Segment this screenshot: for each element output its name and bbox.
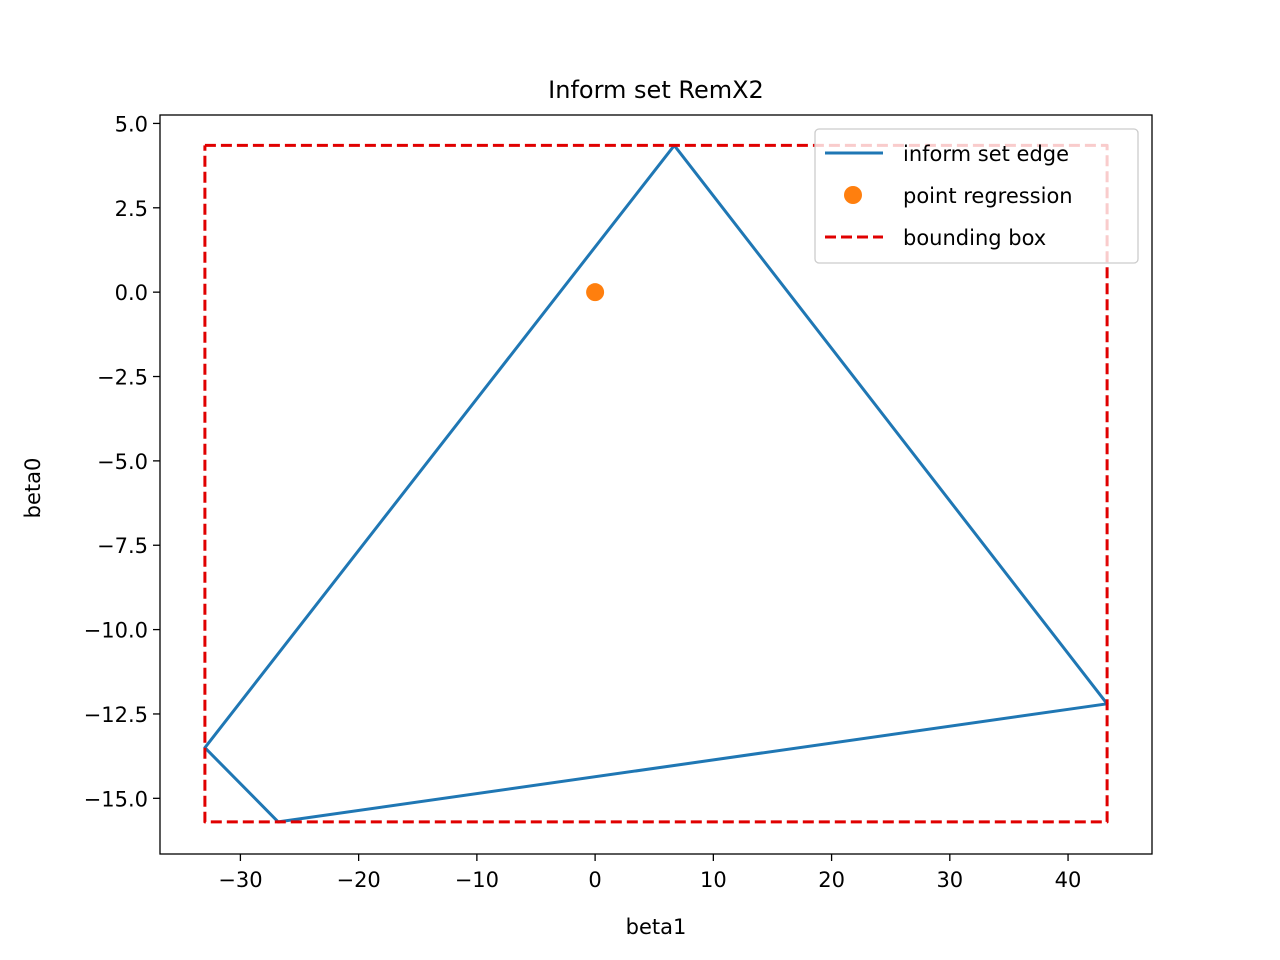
chart-title: Inform set RemX2 <box>548 76 764 104</box>
y-axis-ticks: 5.0 2.5 0.0 −2.5 −5.0 −7.5 −10.0 −12.5 −15.0 <box>84 112 160 811</box>
x-tick-label: −30 <box>218 868 262 892</box>
plot-area <box>203 143 1109 824</box>
legend-label-2: bounding box <box>903 226 1046 250</box>
x-tick-label: 20 <box>818 868 845 892</box>
y-tick-label: −12.5 <box>84 703 148 727</box>
y-tick-label: 2.5 <box>115 197 148 221</box>
x-tick-label: 10 <box>700 868 727 892</box>
x-axis-label: beta1 <box>626 915 687 939</box>
legend-label-1: point regression <box>903 184 1073 208</box>
y-axis-label: beta0 <box>21 458 45 519</box>
series-2-line <box>203 143 1109 824</box>
series-1-point-0 <box>586 283 605 302</box>
x-tick-label: −20 <box>336 868 380 892</box>
legend-frame <box>814 128 1139 264</box>
x-axis-ticks: −30 −20 −10 0 10 20 30 40 <box>218 854 1081 892</box>
y-tick-label: −7.5 <box>97 534 148 558</box>
y-tick-label: 5.0 <box>115 112 148 136</box>
legend-swatch-1 <box>844 186 862 204</box>
x-tick-label: −10 <box>455 868 499 892</box>
legend-label-0: inform set edge <box>903 142 1069 166</box>
y-tick-label: −10.0 <box>84 619 148 643</box>
x-tick-label: 0 <box>588 868 601 892</box>
y-tick-label: −2.5 <box>97 366 148 390</box>
x-tick-label: 30 <box>936 868 963 892</box>
y-tick-label: −5.0 <box>97 450 148 474</box>
axes-frame <box>159 114 1153 855</box>
y-tick-label: −15.0 <box>84 787 148 811</box>
x-tick-label: 40 <box>1055 868 1082 892</box>
y-tick-label: 0.0 <box>115 281 148 305</box>
legend: inform set edge point regression bounding … <box>814 128 1139 264</box>
